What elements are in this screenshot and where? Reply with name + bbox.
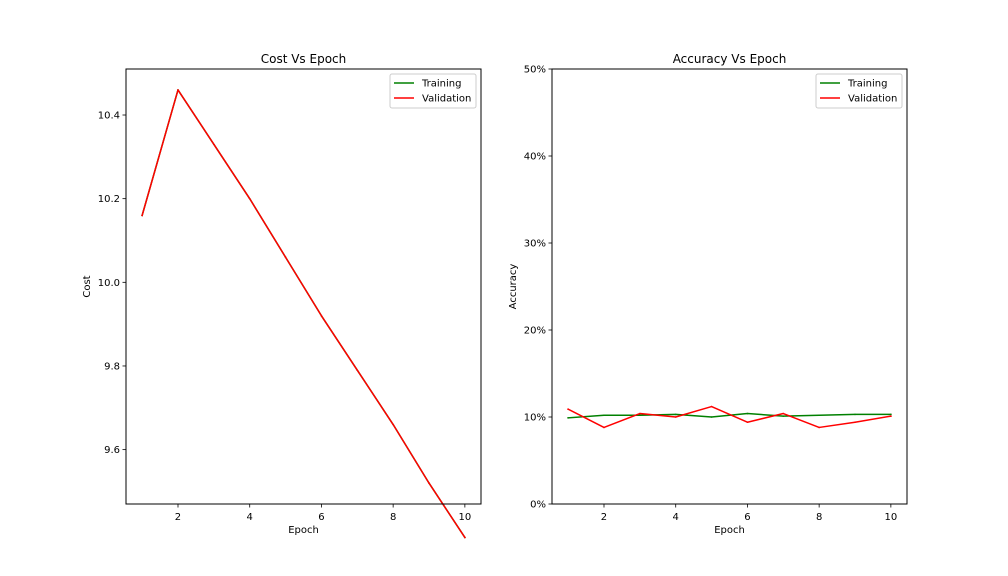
legend: Training Validation	[389, 73, 477, 109]
x-tick-label: 2	[175, 512, 181, 523]
y-tick-label: 10.2	[98, 194, 120, 205]
chart-2: 2 4 6 8 10 0% 10% 20% 30% 40% 50% Accuracy Vs Epoch…	[508, 52, 908, 536]
data-point-validation	[428, 482, 430, 484]
y-axis-label: Accuracy	[508, 264, 519, 310]
chart-title: Accuracy Vs Epoch	[673, 52, 787, 66]
data-point-validation	[356, 369, 359, 371]
y-tick-label: 10%	[524, 413, 546, 424]
data-point-training	[710, 416, 713, 418]
y-tick-label: 0%	[530, 500, 546, 511]
y-tick-label: 9.6	[104, 445, 120, 456]
x-tick-label: 6	[318, 512, 324, 523]
data-point-validation	[782, 412, 785, 415]
data-point-validation	[320, 314, 323, 317]
y-tick-label: 10.4	[98, 111, 120, 122]
data-point-training	[782, 415, 785, 417]
x-tick-label: 8	[390, 512, 396, 523]
y-tick-label: 10.0	[98, 278, 120, 289]
x-tick-label: 4	[673, 512, 679, 523]
x-tick-label: 2	[601, 512, 607, 523]
data-point-validation	[464, 536, 466, 539]
x-axis-label: Epoch	[714, 525, 745, 536]
data-point-validation	[248, 197, 251, 200]
data-point-validation	[567, 408, 569, 410]
y-axis-label: Cost	[82, 275, 93, 297]
y-tick-label: 40%	[524, 152, 546, 163]
data-point-validation	[639, 412, 641, 415]
data-point-validation	[890, 415, 892, 417]
legend: Training Validation	[815, 73, 903, 109]
data-point-training	[674, 413, 677, 416]
data-point-validation	[392, 423, 394, 426]
legend-label-training: Training	[421, 79, 461, 90]
y-tick-label: 20%	[524, 326, 546, 337]
x-axis-label: Epoch	[288, 525, 319, 536]
x-tick-label: 6	[744, 512, 750, 523]
data-point-validation	[141, 214, 143, 217]
series-line-training	[141, 89, 466, 539]
data-point-validation	[177, 89, 179, 91]
chart-1: 2 4 6 8 10 9.6 9.8 10.0 10.2 10.4 Cost Vs Epoch Epo…	[82, 52, 482, 539]
series-line-training	[567, 412, 892, 419]
axes-frame	[125, 68, 482, 505]
x-tick-label: 10	[884, 512, 897, 523]
data-point-validation	[603, 426, 605, 429]
x-tick-label: 4	[247, 512, 253, 523]
data-point-validation	[674, 416, 677, 418]
data-point-training	[603, 414, 605, 417]
data-point-validation	[854, 421, 856, 424]
x-tick-label: 10	[458, 512, 471, 523]
x-tick-label: 8	[816, 512, 822, 523]
y-tick-label: 30%	[524, 239, 546, 250]
y-tick-label: 50%	[524, 65, 546, 76]
legend-label-training: Training	[847, 79, 887, 90]
data-point-training	[746, 412, 749, 415]
legend-label-validation: Validation	[848, 94, 897, 105]
data-point-training	[854, 413, 856, 416]
data-point-training	[639, 414, 641, 417]
series-line-validation	[141, 89, 466, 539]
series-line-validation	[567, 405, 892, 429]
data-point-validation	[284, 256, 287, 259]
data-point-validation	[818, 426, 820, 429]
data-point-training	[567, 417, 569, 419]
data-point-validation	[746, 421, 749, 424]
data-point-validation	[213, 143, 215, 146]
legend-label-validation: Validation	[422, 94, 471, 105]
data-point-training	[818, 414, 820, 417]
data-point-validation	[710, 405, 713, 408]
y-tick-label: 9.8	[104, 361, 120, 372]
axes-frame	[551, 68, 908, 505]
data-point-training	[890, 413, 892, 416]
chart-title: Cost Vs Epoch	[261, 52, 347, 66]
